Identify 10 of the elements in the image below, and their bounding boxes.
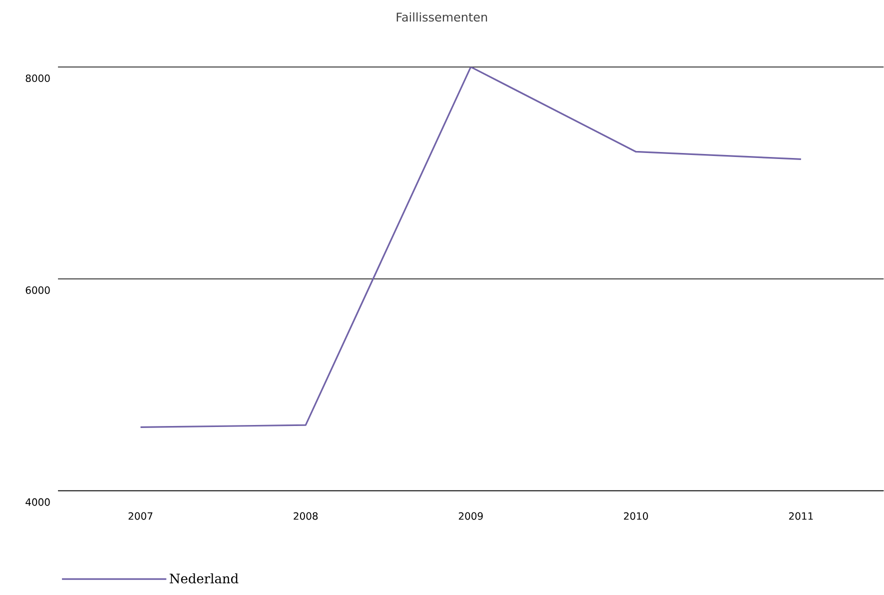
text: Nederland — [170, 573, 238, 584]
chart-title: Faillissementen — [396, 12, 487, 22]
y-tick-label: 8000 — [26, 74, 50, 82]
x-tick-label: 2011 — [789, 512, 813, 520]
x-tick-label: 2009 — [458, 512, 483, 520]
y-tick-label: 4000 — [26, 498, 50, 506]
y-tick-label: 6000 — [26, 286, 50, 294]
x-tick-label: 2007 — [128, 512, 152, 520]
x-tick-label: 2010 — [624, 512, 648, 520]
x-tick-label: 2008 — [294, 512, 318, 520]
